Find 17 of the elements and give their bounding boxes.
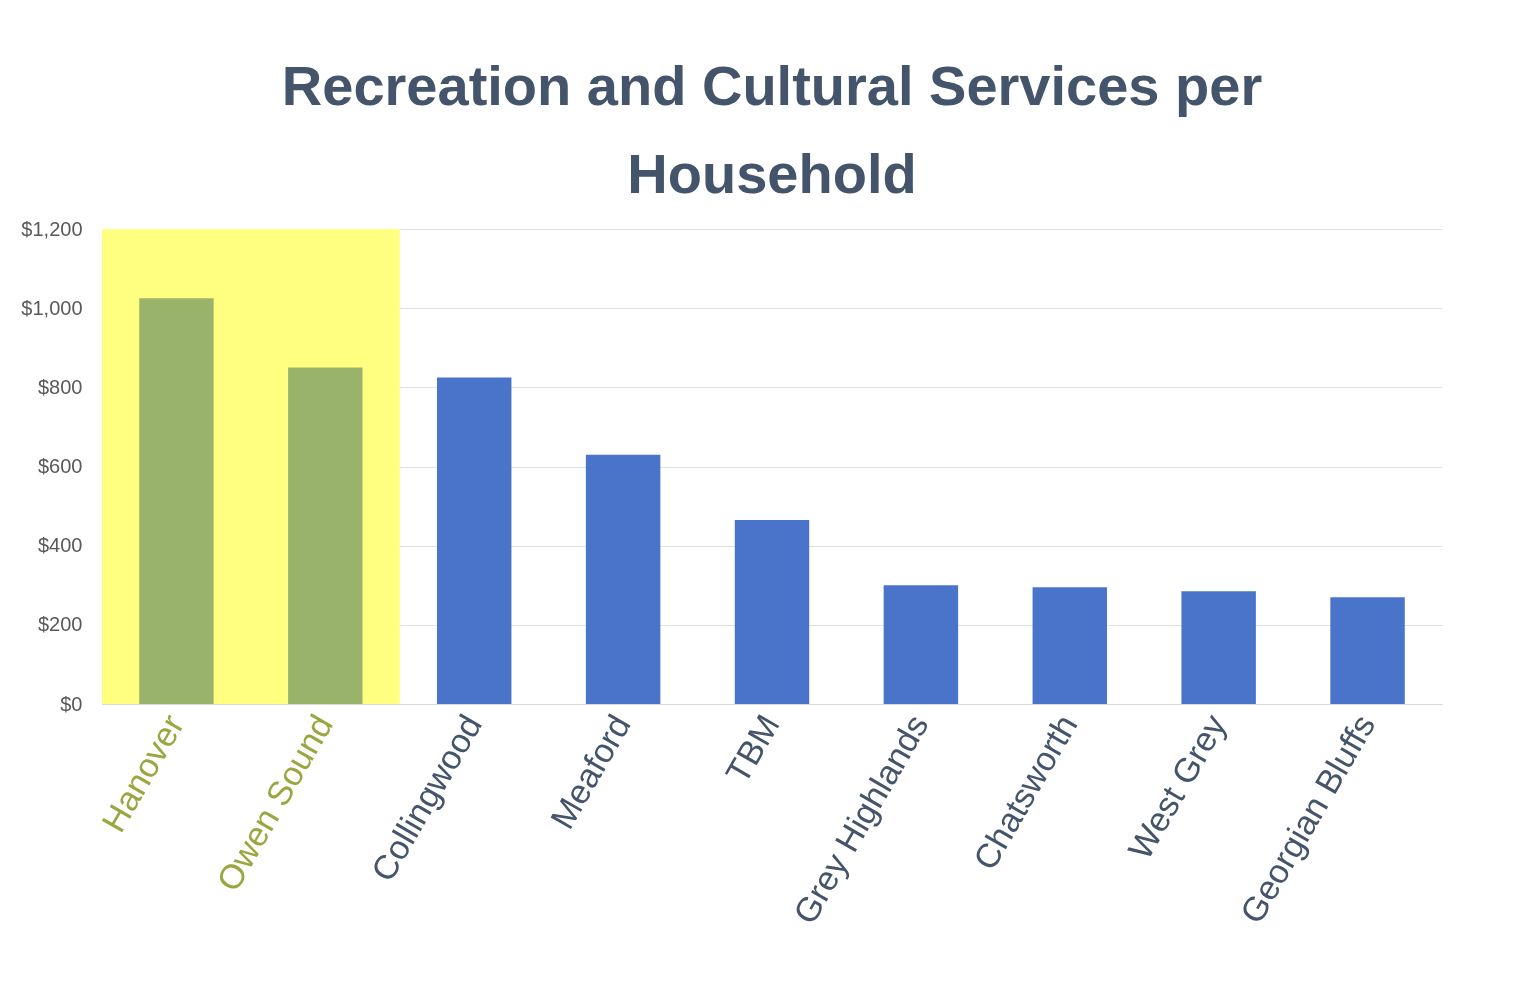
y-tick-label: $0	[60, 692, 83, 715]
bar	[288, 367, 363, 704]
bar	[883, 585, 959, 704]
bar	[437, 377, 512, 704]
bar	[1181, 591, 1256, 704]
y-tick-label: $1,000	[21, 296, 83, 319]
bar	[1032, 587, 1107, 704]
y-tick-label: $600	[38, 455, 83, 477]
chart-title: Recreation and Cultural Services per Household	[281, 54, 1263, 205]
y-tick-label: $1,200	[21, 217, 83, 240]
bar	[139, 298, 214, 704]
y-tick-label: $800	[38, 375, 83, 398]
bar	[1330, 597, 1405, 704]
y-tick-label: $200	[38, 613, 83, 636]
bar	[734, 519, 810, 704]
y-tick-label: $400	[38, 534, 83, 557]
bar	[585, 454, 661, 704]
